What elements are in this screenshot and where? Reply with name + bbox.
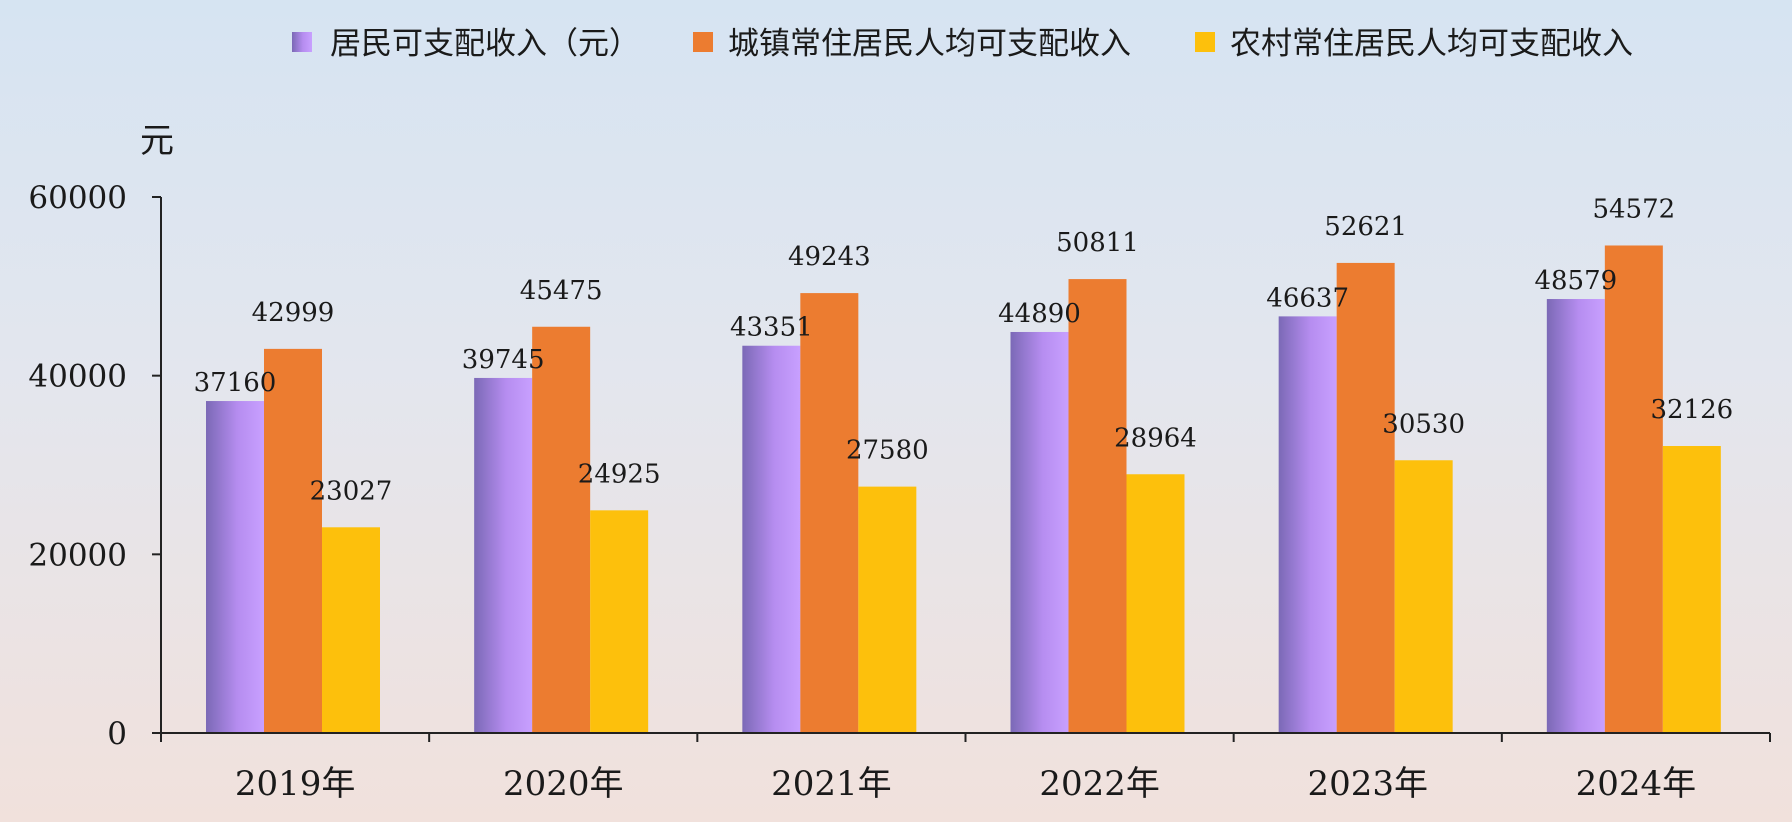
data-labels: 37160 42999 23027 39745 45475 24925 43351 49243…: [194, 194, 1734, 506]
data-label-series-3-2023年: 30530: [1382, 409, 1465, 439]
bar-series-3-2023年: [1394, 460, 1453, 733]
legend-swatch-series-3: [1195, 32, 1215, 52]
legend-label-series-3: 农村常住居民人均可支配收入: [1230, 26, 1633, 62]
y-tick-label-2: 40000: [28, 359, 127, 395]
x-tick-label-1: 2020年: [503, 764, 624, 804]
bar-series-2-2022年: [1068, 279, 1127, 733]
bar-series-2-2024年: [1604, 245, 1663, 734]
bar-series-3-2022年: [1126, 474, 1185, 733]
data-label-series-3-2021年: 27580: [846, 436, 929, 466]
data-label-series-2-2020年: 45475: [520, 276, 603, 306]
legend-label-series-2: 城镇常住居民人均可支配收入: [728, 26, 1131, 62]
x-axis-ticks: [160, 733, 1771, 742]
data-label-series-1-2019年: 37160: [194, 368, 277, 398]
data-label-series-2-2019年: 42999: [252, 298, 335, 328]
data-label-series-2-2022年: 50811: [1056, 228, 1139, 258]
bar-series-3-2019年: [322, 527, 380, 733]
data-label-series-2-2024年: 54572: [1592, 194, 1675, 224]
data-label-series-1-2020年: 39745: [462, 345, 545, 375]
legend-swatch-series-2: [693, 32, 713, 52]
bar-series-1-2022年: [1010, 331, 1069, 733]
bar-series-1-2023年: [1278, 316, 1337, 733]
x-tick-label-2: 2021年: [771, 764, 892, 804]
data-label-series-2-2021年: 49243: [788, 242, 871, 272]
legend-swatch-series-1: [292, 32, 312, 52]
bar-series-1-2019年: [206, 401, 264, 733]
bar-series-1-2024年: [1546, 299, 1605, 733]
legend-label-series-1: 居民可支配收入（元）: [330, 26, 640, 62]
y-tick-label-1: 20000: [28, 537, 127, 573]
data-label-series-1-2022年: 44890: [998, 299, 1081, 329]
x-tick-label-5: 2024年: [1576, 764, 1697, 804]
x-tick-label-0: 2019年: [235, 764, 356, 804]
y-axis-ticks: 0 20000 40000 60000: [28, 180, 161, 752]
data-label-series-3-2020年: 24925: [578, 459, 661, 489]
bar-series-2-2023年: [1336, 262, 1395, 733]
x-tick-label-3: 2022年: [1039, 764, 1160, 804]
data-label-series-1-2021年: 43351: [730, 313, 813, 343]
x-tick-label-4: 2023年: [1307, 764, 1428, 804]
x-axis-labels: 2019年 2020年 2021年 2022年 2023年 2024年: [235, 764, 1696, 804]
bar-series-1-2021年: [742, 345, 801, 733]
data-label-series-2-2023年: 52621: [1324, 212, 1407, 242]
data-label-series-3-2022年: 28964: [1114, 423, 1197, 453]
bar-series-3-2020年: [590, 510, 649, 733]
legend: 居民可支配收入（元） 城镇常住居民人均可支配收入 农村常住居民人均可支配收入: [292, 26, 1633, 62]
bar-series-2-2019年: [264, 348, 322, 733]
data-label-series-3-2019年: 23027: [310, 476, 393, 506]
data-label-series-1-2023年: 46637: [1266, 283, 1349, 313]
y-tick-label-0: 0: [107, 716, 127, 752]
bars: [206, 245, 1721, 734]
data-label-series-3-2024年: 32126: [1650, 395, 1733, 425]
bar-series-3-2021年: [858, 486, 917, 733]
data-label-series-1-2024年: 48579: [1534, 266, 1617, 296]
bar-series-2-2021年: [800, 293, 859, 733]
y-axis-unit: 元: [140, 121, 174, 161]
bar-series-3-2024年: [1662, 446, 1721, 733]
bar-series-1-2020年: [474, 377, 533, 733]
bar-series-2-2020年: [532, 326, 591, 733]
y-tick-label-3: 60000: [28, 180, 127, 216]
